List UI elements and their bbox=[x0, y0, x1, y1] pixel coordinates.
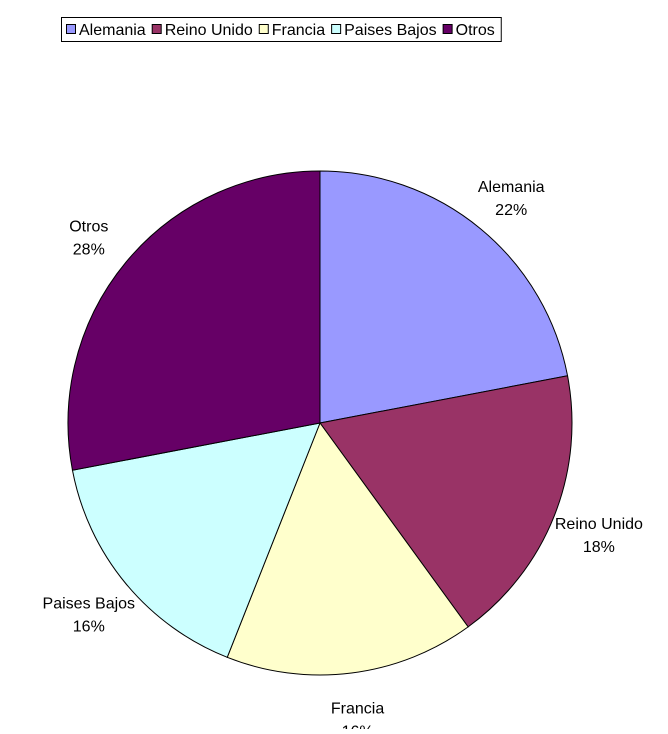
legend-box bbox=[61, 17, 502, 42]
legend-entry-0: Alemania bbox=[79, 22, 146, 39]
legend-swatch-0 bbox=[66, 24, 76, 34]
data-label-value-4: 28% bbox=[73, 241, 105, 258]
data-label-name-0: Alemania bbox=[478, 179, 545, 196]
data-label-value-3: 16% bbox=[73, 619, 105, 636]
legend-entry-2: Francia bbox=[272, 22, 325, 39]
pie-slices bbox=[67, 170, 573, 676]
pie-slice-0 bbox=[319, 170, 569, 424]
legend-swatch-2 bbox=[258, 24, 269, 34]
data-label-value-1: 18% bbox=[583, 539, 615, 556]
data-label-name-2: Francia bbox=[331, 701, 384, 718]
legend-entry-3: Paises Bajos bbox=[344, 22, 437, 39]
data-label-value-0: 22% bbox=[495, 202, 527, 219]
data-label-name-4: Otros bbox=[69, 218, 108, 235]
pie-slice-4 bbox=[67, 170, 321, 471]
pie-slice-3 bbox=[71, 422, 321, 658]
legend-entry-1: Reino Unido bbox=[165, 22, 253, 39]
data-label-value-2: 16% bbox=[342, 724, 374, 729]
data-label-name-1: Reino Unido bbox=[555, 516, 643, 533]
legend-swatch-3 bbox=[331, 24, 342, 34]
legend-swatch-4 bbox=[442, 24, 453, 34]
data-label-name-3: Paises Bajos bbox=[43, 596, 136, 613]
pie-slice-2 bbox=[226, 421, 469, 676]
legend: Alemania Reino Unido Francia Paises Bajos Ot… bbox=[61, 17, 502, 42]
legend-swatch-1 bbox=[151, 24, 162, 34]
legend-entry-4: Otros bbox=[456, 22, 495, 39]
pie-slice-1 bbox=[319, 375, 573, 628]
